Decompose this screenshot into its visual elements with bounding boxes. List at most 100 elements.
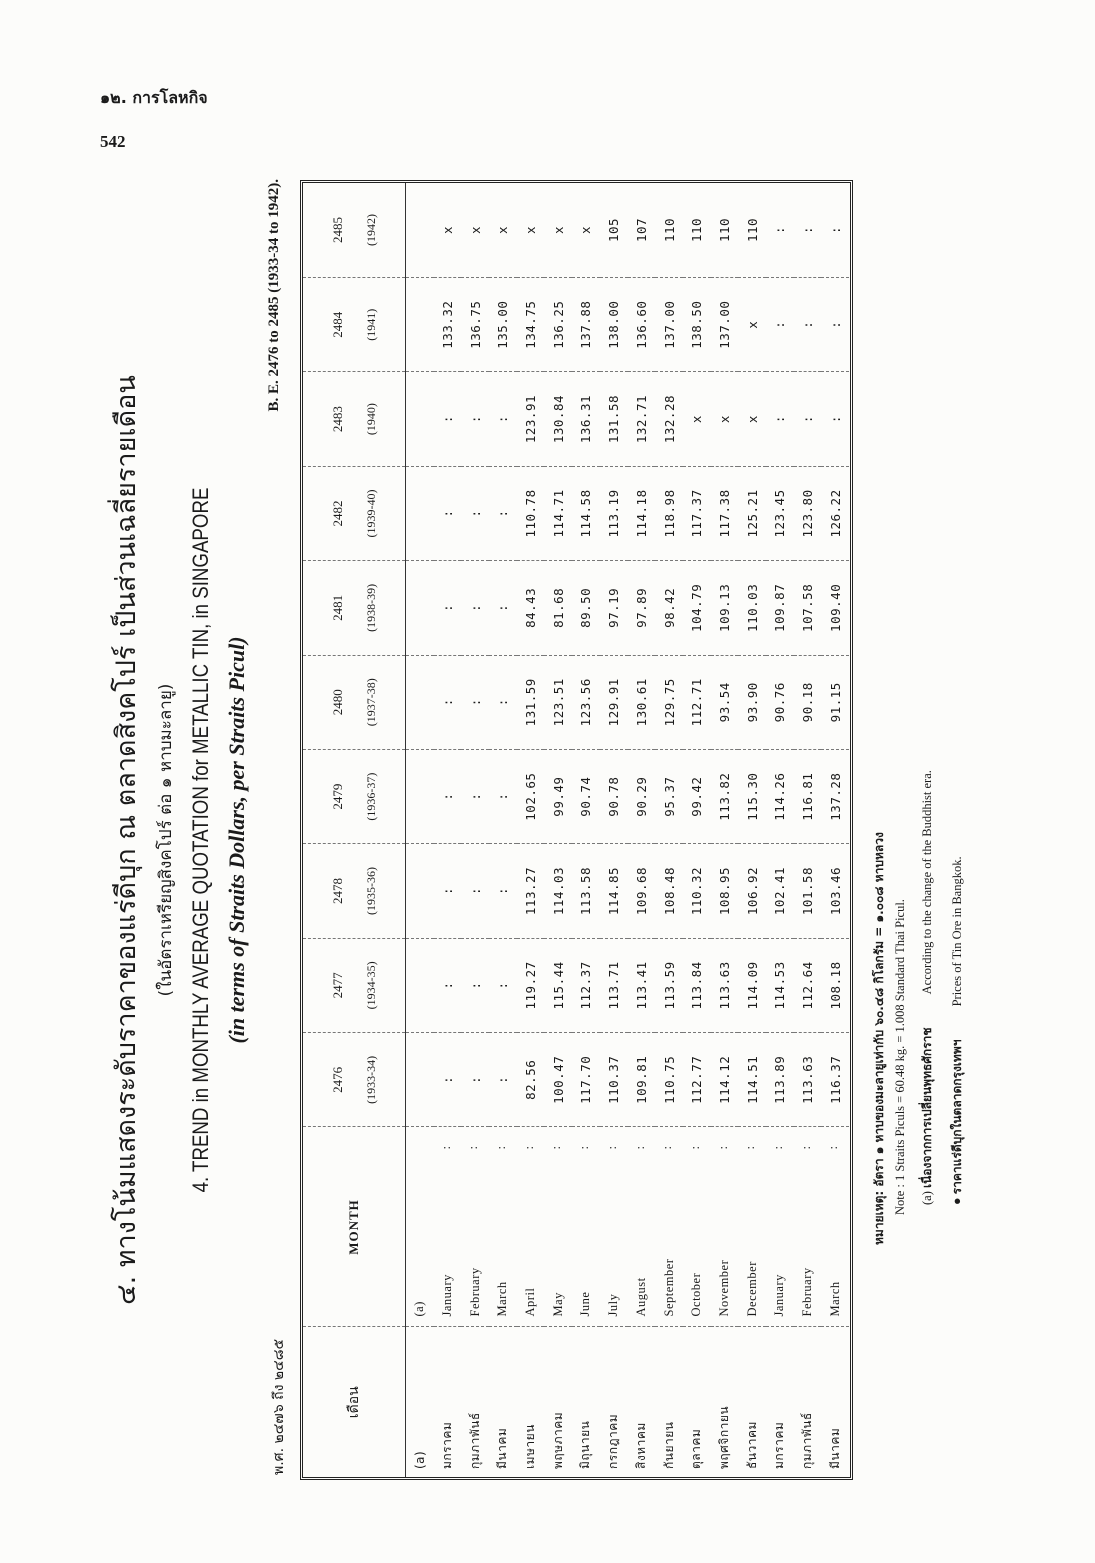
footnote-a-english: According to the change of the Buddhist … [920, 770, 934, 995]
price-cell: 133.32 [433, 277, 462, 372]
month-english: May: [544, 1127, 573, 1327]
price-cell: : [433, 371, 462, 467]
price-cell: 117.70 [572, 1032, 600, 1127]
price-cell: 114.53 [765, 938, 794, 1033]
month-english-label: February [467, 1267, 482, 1317]
price-cell: : [489, 466, 517, 561]
price-cell: 138.00 [599, 277, 628, 372]
price-cell: 123.45 [765, 466, 794, 561]
price-cell: x [738, 277, 766, 372]
running-head: ๑๒. การโลหกิจ [100, 88, 208, 107]
month-english-label: April [523, 1287, 538, 1317]
header-year: 2479 (1936-37) [303, 749, 406, 844]
month-english-label: January [440, 1274, 455, 1317]
table-row: กุมภาพันธ์ February:::::::::136.75 x [461, 183, 490, 1477]
year-be: 2482 [329, 500, 345, 527]
header-month-english: MONTH [303, 1127, 406, 1327]
ditto-mark: : [632, 1145, 647, 1150]
price-cell: 114.18 [627, 466, 656, 561]
price-cell: 114.58 [572, 466, 600, 561]
ditto-mark: : [715, 1145, 730, 1150]
price-cell: 114.85 [599, 843, 628, 939]
price-cell: : [765, 183, 794, 278]
price-cell: 90.78 [599, 749, 628, 844]
price-cell: 116.81 [793, 749, 822, 844]
year-be: 2476 [329, 1066, 345, 1093]
month-english: March: [821, 1127, 849, 1327]
price-cell: 109.87 [765, 560, 794, 656]
month-english-label: June [578, 1291, 593, 1317]
price-cell: : [461, 749, 490, 844]
price-cell: 106.92 [738, 843, 766, 939]
ditto-mark: : [798, 1145, 813, 1150]
price-cell: 113.89 [765, 1032, 794, 1127]
price-cell: x [572, 183, 600, 278]
month-thai: มกราคม [772, 1421, 787, 1469]
price-cell: 108.48 [655, 843, 683, 939]
price-cell: 123.80 [793, 466, 822, 561]
month-thai: สิงหาคม [633, 1422, 648, 1469]
ditto-mark: : [521, 1145, 536, 1150]
footnote-bullet: ● ราคาแร่ดีบุกในตลาดกรุงเทพฯ Prices of T… [948, 856, 967, 1205]
header-year: 2485 (1942) [303, 183, 406, 278]
ditto-mark: : [687, 1145, 702, 1150]
price-cell: : [821, 277, 849, 372]
year-be: 2483 [329, 406, 345, 433]
table-row: เมษายน April:82.56 119.27 113.27 102.65 131.5… [516, 183, 545, 1477]
price-cell: 137.00 [655, 277, 683, 372]
price-cell: 104.79 [682, 560, 711, 656]
footnote-bullet-english: Prices of Tin Ore in Bangkok. [950, 856, 964, 1007]
price-cell: 91.15 [821, 655, 849, 750]
price-cell: 137.88 [572, 277, 600, 372]
price-cell [405, 843, 434, 939]
table-row: มกราคม January:::::::::133.32 x [433, 183, 462, 1477]
price-cell: 81.68 [544, 560, 573, 656]
price-cell: 129.91 [599, 655, 628, 750]
month-english: February: [793, 1127, 822, 1327]
month-english: August: [627, 1127, 656, 1327]
price-cell: x [710, 371, 739, 467]
year-be: 2481 [329, 594, 345, 621]
month-english: June: [572, 1127, 600, 1327]
price-cell: 113.59 [655, 938, 683, 1033]
price-cell: : [489, 749, 517, 844]
price-cell: : [793, 183, 822, 278]
price-cell: 101.58 [793, 843, 822, 939]
price-cell: 110 [682, 183, 711, 278]
title-thai: ๔. ทางโน้มแสดงระดับราคาของแร่ดีบุก ณ ตลา… [111, 375, 142, 1305]
ditto-mark: : [770, 1145, 785, 1150]
price-cell: 95.37 [655, 749, 683, 844]
price-cell: 114.09 [738, 938, 766, 1033]
month-thai: (a) [412, 1450, 427, 1469]
price-cell: 115.44 [544, 938, 573, 1033]
header-year: 2483 (1940) [303, 371, 406, 467]
price-cell: : [765, 371, 794, 467]
month-thai: มีนาคม [827, 1427, 842, 1469]
price-cell: 113.84 [682, 938, 711, 1033]
year-ce: (1938-39) [363, 583, 378, 632]
ditto-mark: : [466, 1145, 481, 1150]
table-row: พฤษภาคม May:100.47 115.44 114.03 99.49 123.51… [544, 183, 573, 1477]
table-row: สิงหาคม August:109.81 113.41 109.68 90.29 130… [627, 183, 656, 1477]
price-cell [405, 1032, 434, 1127]
price-cell: 93.90 [738, 655, 766, 750]
price-cell: 109.13 [710, 560, 739, 656]
month-thai: เมษายน [523, 1424, 538, 1469]
month-thai: มิถุนายน [578, 1420, 593, 1469]
price-cell: 108.18 [821, 938, 849, 1033]
price-cell: 112.64 [793, 938, 822, 1033]
table-row: กรกฎาคม July:110.37 113.71 114.85 90.78 129.9… [599, 183, 628, 1477]
price-cell: 125.21 [738, 466, 766, 561]
table-row: พฤศจิกายน November:114.12 113.63 108.95 113.… [710, 183, 739, 1477]
price-cell: 82.56 [516, 1032, 545, 1127]
footnote-thai: หมายเหตุ: อัตรา ๑ หาบของมะลายูเท่ากับ ๖๐… [870, 832, 889, 1245]
price-cell: : [433, 655, 462, 750]
price-cell: : [461, 938, 490, 1033]
ditto-mark: : [438, 1145, 453, 1150]
ditto-mark: : [604, 1145, 619, 1150]
year-be: 2480 [329, 689, 345, 716]
header-month-thai: เดือน [303, 1327, 406, 1477]
price-cell: : [765, 277, 794, 372]
price-cell: 138.50 [682, 277, 711, 372]
price-cell: : [489, 843, 517, 939]
